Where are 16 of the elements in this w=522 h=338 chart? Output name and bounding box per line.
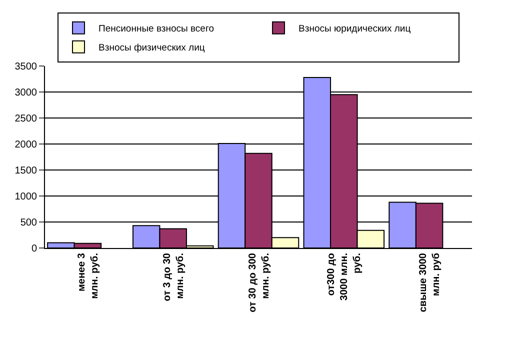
y-tick-label: 2500 <box>14 114 38 124</box>
x-tick-label: от 3 до 30 млн. руб. <box>162 252 186 302</box>
y-tick-label: 1500 <box>14 166 38 176</box>
y-tick-label: 0 <box>31 244 38 254</box>
y-tick-label: 2000 <box>14 140 38 150</box>
x-tick-label: менее 3 млн. руб. <box>76 252 100 299</box>
x-tick-label: от 30 до 300 млн. руб. <box>247 252 272 312</box>
x-tick-label: свыше 3000 млн. руб <box>418 252 442 312</box>
y-tick-label: 500 <box>20 218 38 228</box>
legend-label: Пенсионные взносы всего <box>98 24 214 35</box>
legend-label: Взносы физических лиц <box>98 42 206 54</box>
x-tick-label: от300 до 3000 млн. руб. <box>326 252 364 301</box>
y-tick-label: 1000 <box>14 192 38 202</box>
y-tick-label: 3500 <box>14 62 38 72</box>
legend-label: Взносы юридических лиц <box>298 24 412 35</box>
y-tick-label: 3000 <box>14 88 38 98</box>
